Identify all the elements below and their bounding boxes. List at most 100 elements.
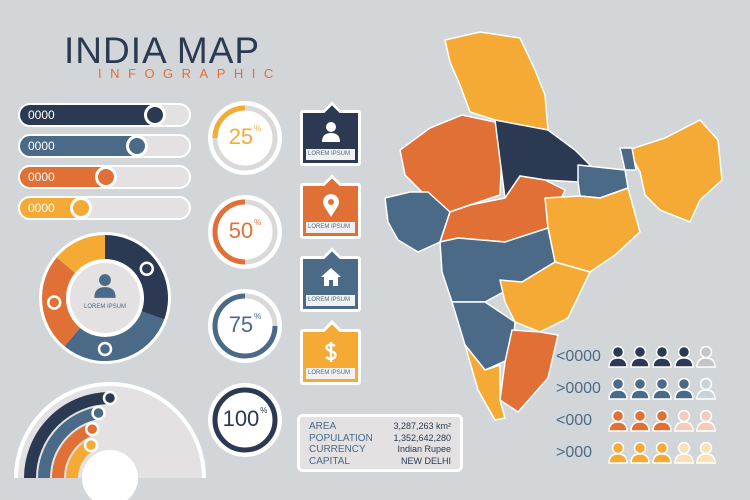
info-card[interactable]: LOREM IPSUM [300,101,361,166]
person-icon [652,410,672,432]
bar-label: 0000 [28,201,55,215]
info-card[interactable]: LOREM IPSUM [300,247,361,312]
slider-knob[interactable] [125,135,148,157]
bar-label: 0000 [28,170,55,184]
person-icon [696,346,716,368]
legend-label: <0000 [556,348,601,365]
ring-bg [208,195,282,269]
region-andhra[interactable] [499,261,591,333]
info-value: 1,352,642,280 [393,432,451,443]
ring-value: 50 [228,218,254,243]
page-title: INDIA MAP [64,30,261,71]
legend-row: <0000 [556,346,718,368]
person-icon [608,410,628,432]
legend-label: >000 [556,444,593,461]
ring-text: 50% [207,218,283,244]
ring-unit: % [254,124,262,133]
legend-label: >0000 [556,380,601,397]
half-donut-center [82,450,138,500]
donut-segment [64,310,165,361]
legend-label: <000 [556,412,593,429]
progress-bar[interactable]: 0000 [18,196,191,220]
ring-value: 25 [228,124,254,149]
progress-fill [20,167,115,187]
ring-bg [208,289,282,363]
info-key: AREA [309,421,337,432]
ring-text: 75% [207,312,283,338]
ring-unit: % [260,406,268,415]
info-row: POPULATION 1,352,642,280 [309,433,451,445]
person-icon [608,346,628,368]
person-icon [652,442,672,464]
region-tamil-nadu[interactable] [499,329,559,413]
ring-value: 100 [222,406,260,431]
info-key: CURRENCY [309,444,366,455]
half-donut-chart [14,382,206,500]
progress-bar[interactable]: 0000 [18,165,191,189]
region-northeast[interactable] [627,119,723,223]
region-kerala[interactable] [464,344,506,421]
region-east[interactable] [544,187,641,273]
info-row: CAPITAL NEW DELHI [309,456,451,468]
ring-progress [212,387,278,453]
person-icon [652,378,672,400]
person-icon [674,410,694,432]
progress-rings [208,101,282,457]
ring-progress [212,293,278,359]
ring-bg [208,101,282,175]
person-icon [696,378,716,400]
info-value: 3,287,263 km² [393,421,451,431]
person-icon [608,378,628,400]
india-map[interactable] [384,31,723,421]
person-icon [674,442,694,464]
person-icon [630,442,650,464]
info-card[interactable]: LOREM IPSUM [300,320,361,385]
region-rajasthan[interactable] [399,114,503,213]
country-info-panel: AREA 3,287,263 km² POPULATION 1,352,642,280… [297,414,463,472]
card-label: LOREM IPSUM [306,222,355,233]
progress-ring: 100% [207,382,283,458]
donut-chart [39,232,171,364]
person-icon [608,442,628,464]
person-icon [652,346,672,368]
info-card[interactable]: LOREM IPSUM [300,174,361,239]
legend-row: <000 [556,410,718,432]
progress-fill [20,136,145,156]
person-icon [674,378,694,400]
info-key: CAPITAL [309,455,350,467]
ring-text: 100% [207,406,283,432]
card-label: LOREM IPSUM [306,368,355,379]
progress-fill [20,105,164,125]
progress-ring: 75% [207,288,283,364]
donut-center-inner [70,263,140,333]
ring-bg [208,383,282,457]
progress-bar[interactable]: 0000 [18,103,191,127]
ring-progress [212,199,246,265]
donut-knob [97,341,113,357]
donut-center-content: LOREM IPSUM [60,273,150,310]
half-donut-arc [24,392,111,479]
ring-unit: % [254,218,262,227]
legend-row: >000 [556,442,718,464]
ring-unit: % [254,312,262,321]
person-icon [94,274,116,298]
slider-knob[interactable] [69,197,92,219]
info-row: AREA 3,287,263 km² [309,421,451,433]
half-donut-knob [83,437,99,453]
person-icon [630,410,650,432]
home-icon [303,267,358,293]
slider-knob[interactable] [144,104,167,126]
region-sikkim[interactable] [619,147,637,171]
person-icon [303,121,358,149]
region-uttar-pradesh[interactable] [494,119,591,199]
half-donut-knob [102,390,118,406]
progress-bar[interactable]: 0000 [18,134,191,158]
slider-knob[interactable] [95,166,118,188]
person-icon [696,442,716,464]
person-icon [630,378,650,400]
half-donut-knob [84,421,100,437]
info-value: Indian Rupee [397,444,451,454]
person-icon [630,346,650,368]
dollar-icon [303,340,358,370]
